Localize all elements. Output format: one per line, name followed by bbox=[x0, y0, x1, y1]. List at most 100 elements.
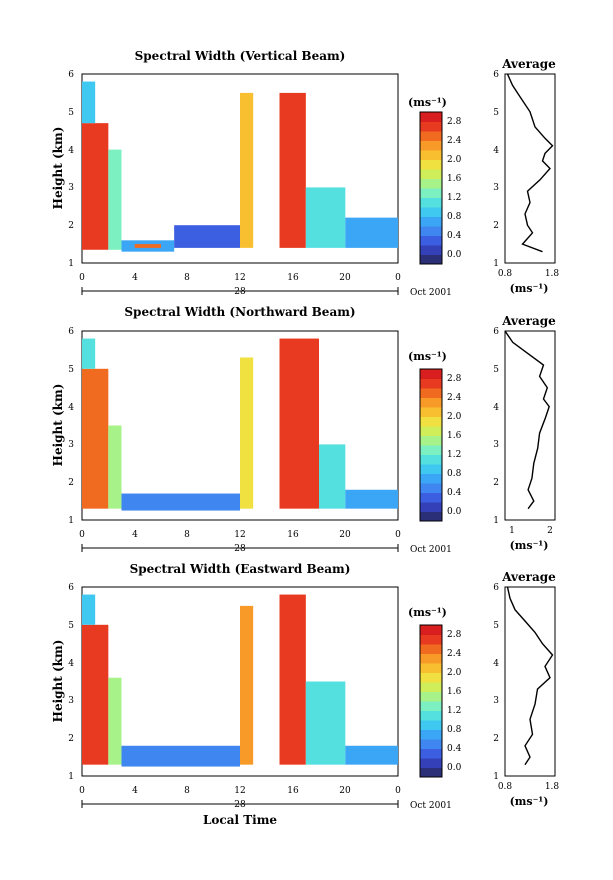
date-day-label: 28 bbox=[234, 287, 246, 297]
average-title: Average bbox=[501, 314, 556, 328]
y-tick-label: 3 bbox=[68, 696, 74, 706]
y-tick-label: 1 bbox=[493, 259, 499, 269]
date-day-label: 28 bbox=[234, 544, 246, 554]
colorbar-swatch bbox=[420, 720, 442, 730]
heatmap-cell bbox=[240, 605, 254, 765]
colorbar-tick-label: 0.8 bbox=[447, 725, 462, 735]
average-y-tick-labels: 1 2 3 4 5 6 bbox=[493, 327, 499, 526]
heatmap-cell bbox=[82, 594, 96, 625]
y-tick-label: 6 bbox=[68, 327, 74, 337]
y-tick-label: 6 bbox=[493, 70, 499, 80]
colorbar-frame bbox=[419, 368, 443, 522]
heatmap-cells bbox=[82, 594, 398, 767]
colorbar-swatch bbox=[420, 767, 442, 778]
average-title: Average bbox=[501, 57, 556, 71]
heatmap-cell bbox=[121, 745, 240, 767]
colorbar-tick-label: 2.8 bbox=[447, 374, 462, 384]
colorbar-swatch bbox=[420, 464, 442, 474]
colorbar-frame bbox=[419, 624, 443, 778]
colorbar-swatch bbox=[420, 245, 442, 255]
average-profile-line bbox=[506, 586, 554, 766]
colorbar-swatch bbox=[420, 169, 442, 179]
colorbar-tick-labels: 2.8 2.4 2.0 1.6 1.2 0.8 0.4 0.0 bbox=[447, 630, 462, 773]
colorbar-swatch bbox=[420, 407, 442, 417]
y-tick-label: 6 bbox=[68, 70, 74, 80]
y-tick-label: 6 bbox=[493, 327, 499, 337]
colorbar-swatch bbox=[420, 682, 442, 692]
y-tick-label: 3 bbox=[493, 696, 499, 706]
y-tick-label: 5 bbox=[493, 108, 499, 118]
y-tick-labels: 1 2 3 4 5 6 bbox=[68, 70, 74, 269]
colorbar-swatch bbox=[420, 672, 442, 683]
colorbar-swatch bbox=[420, 748, 442, 759]
colorbar-tick-label: 1.6 bbox=[447, 687, 462, 697]
x-tick-label: 4 bbox=[132, 786, 138, 796]
y-axis-label: Height (km) bbox=[51, 127, 65, 210]
average-x-tick-label: 1.8 bbox=[545, 269, 560, 279]
heatmap-cell bbox=[345, 745, 398, 765]
x-tick-label: 0 bbox=[79, 530, 85, 540]
colorbar-swatch bbox=[420, 502, 442, 512]
y-tick-label: 3 bbox=[493, 183, 499, 193]
heatmap-cell bbox=[240, 92, 254, 248]
colorbar-swatch bbox=[420, 397, 442, 408]
y-tick-label: 5 bbox=[493, 365, 499, 375]
y-axis-label: Height (km) bbox=[51, 640, 65, 723]
colorbar-swatch bbox=[420, 197, 442, 208]
colorbar-tick-label: 2.8 bbox=[447, 630, 462, 640]
colorbar-swatch bbox=[420, 207, 442, 217]
y-tick-label: 2 bbox=[493, 478, 499, 488]
colorbar-swatch bbox=[420, 388, 442, 398]
colorbar-tick-label: 1.2 bbox=[447, 193, 461, 203]
colorbar-swatch bbox=[420, 653, 442, 664]
colorbar-swatch bbox=[420, 121, 442, 132]
colorbar-swatch bbox=[420, 159, 442, 170]
colorbar-swatch bbox=[420, 729, 442, 740]
average-title: Average bbox=[501, 570, 556, 584]
average-x-tick-label: 1.8 bbox=[545, 782, 560, 792]
colorbar bbox=[419, 111, 443, 265]
colorbar-swatch bbox=[420, 739, 442, 749]
colorbar-swatch bbox=[420, 492, 442, 503]
x-tick-label: 8 bbox=[184, 530, 190, 540]
colorbar-swatch bbox=[420, 634, 442, 645]
date-month-label: Oct 2001 bbox=[410, 288, 452, 298]
colorbar-swatch bbox=[420, 150, 442, 160]
average-frame bbox=[504, 586, 556, 777]
heatmap-cell bbox=[345, 217, 398, 248]
average-unit: (ms⁻¹) bbox=[510, 795, 549, 808]
heatmap-cell bbox=[82, 338, 96, 369]
panel-title: Spectral Width (Northward Beam) bbox=[124, 305, 355, 319]
colorbar-swatch bbox=[420, 435, 442, 446]
colorbar-swatch bbox=[420, 758, 442, 768]
y-tick-label: 3 bbox=[68, 440, 74, 450]
y-tick-label: 2 bbox=[68, 478, 74, 488]
average-profile-line bbox=[506, 73, 554, 253]
y-tick-label: 2 bbox=[493, 734, 499, 744]
heatmap-cell bbox=[279, 338, 319, 509]
heatmap-cell bbox=[82, 624, 109, 765]
x-tick-label: 8 bbox=[184, 273, 190, 283]
average-x-tick-label: 0.8 bbox=[498, 782, 513, 792]
colorbar bbox=[419, 624, 443, 778]
colorbar-swatch bbox=[420, 691, 442, 702]
colorbar-swatch bbox=[420, 216, 442, 227]
colorbar-swatch bbox=[420, 710, 442, 721]
colorbar-swatch bbox=[420, 445, 442, 455]
y-tick-label: 1 bbox=[68, 259, 74, 269]
average-frame bbox=[504, 330, 556, 521]
colorbar-swatch bbox=[420, 140, 442, 151]
heatmap-cell bbox=[134, 244, 161, 248]
y-tick-label: 1 bbox=[68, 516, 74, 526]
colorbar-tick-label: 2.0 bbox=[447, 155, 462, 165]
colorbar-swatch bbox=[420, 511, 442, 522]
x-tick-label: 0 bbox=[395, 786, 401, 796]
panel-northward-beam: Spectral Width (Northward Beam) 1 2 3 4 … bbox=[51, 305, 556, 555]
colorbar-swatch bbox=[420, 254, 442, 265]
colorbar-swatch bbox=[420, 625, 442, 635]
colorbar-swatch bbox=[420, 235, 442, 246]
panel-title: Spectral Width (Eastward Beam) bbox=[130, 562, 351, 576]
y-tick-label: 1 bbox=[493, 772, 499, 782]
x-tick-label: 4 bbox=[132, 530, 138, 540]
colorbar bbox=[419, 368, 443, 522]
